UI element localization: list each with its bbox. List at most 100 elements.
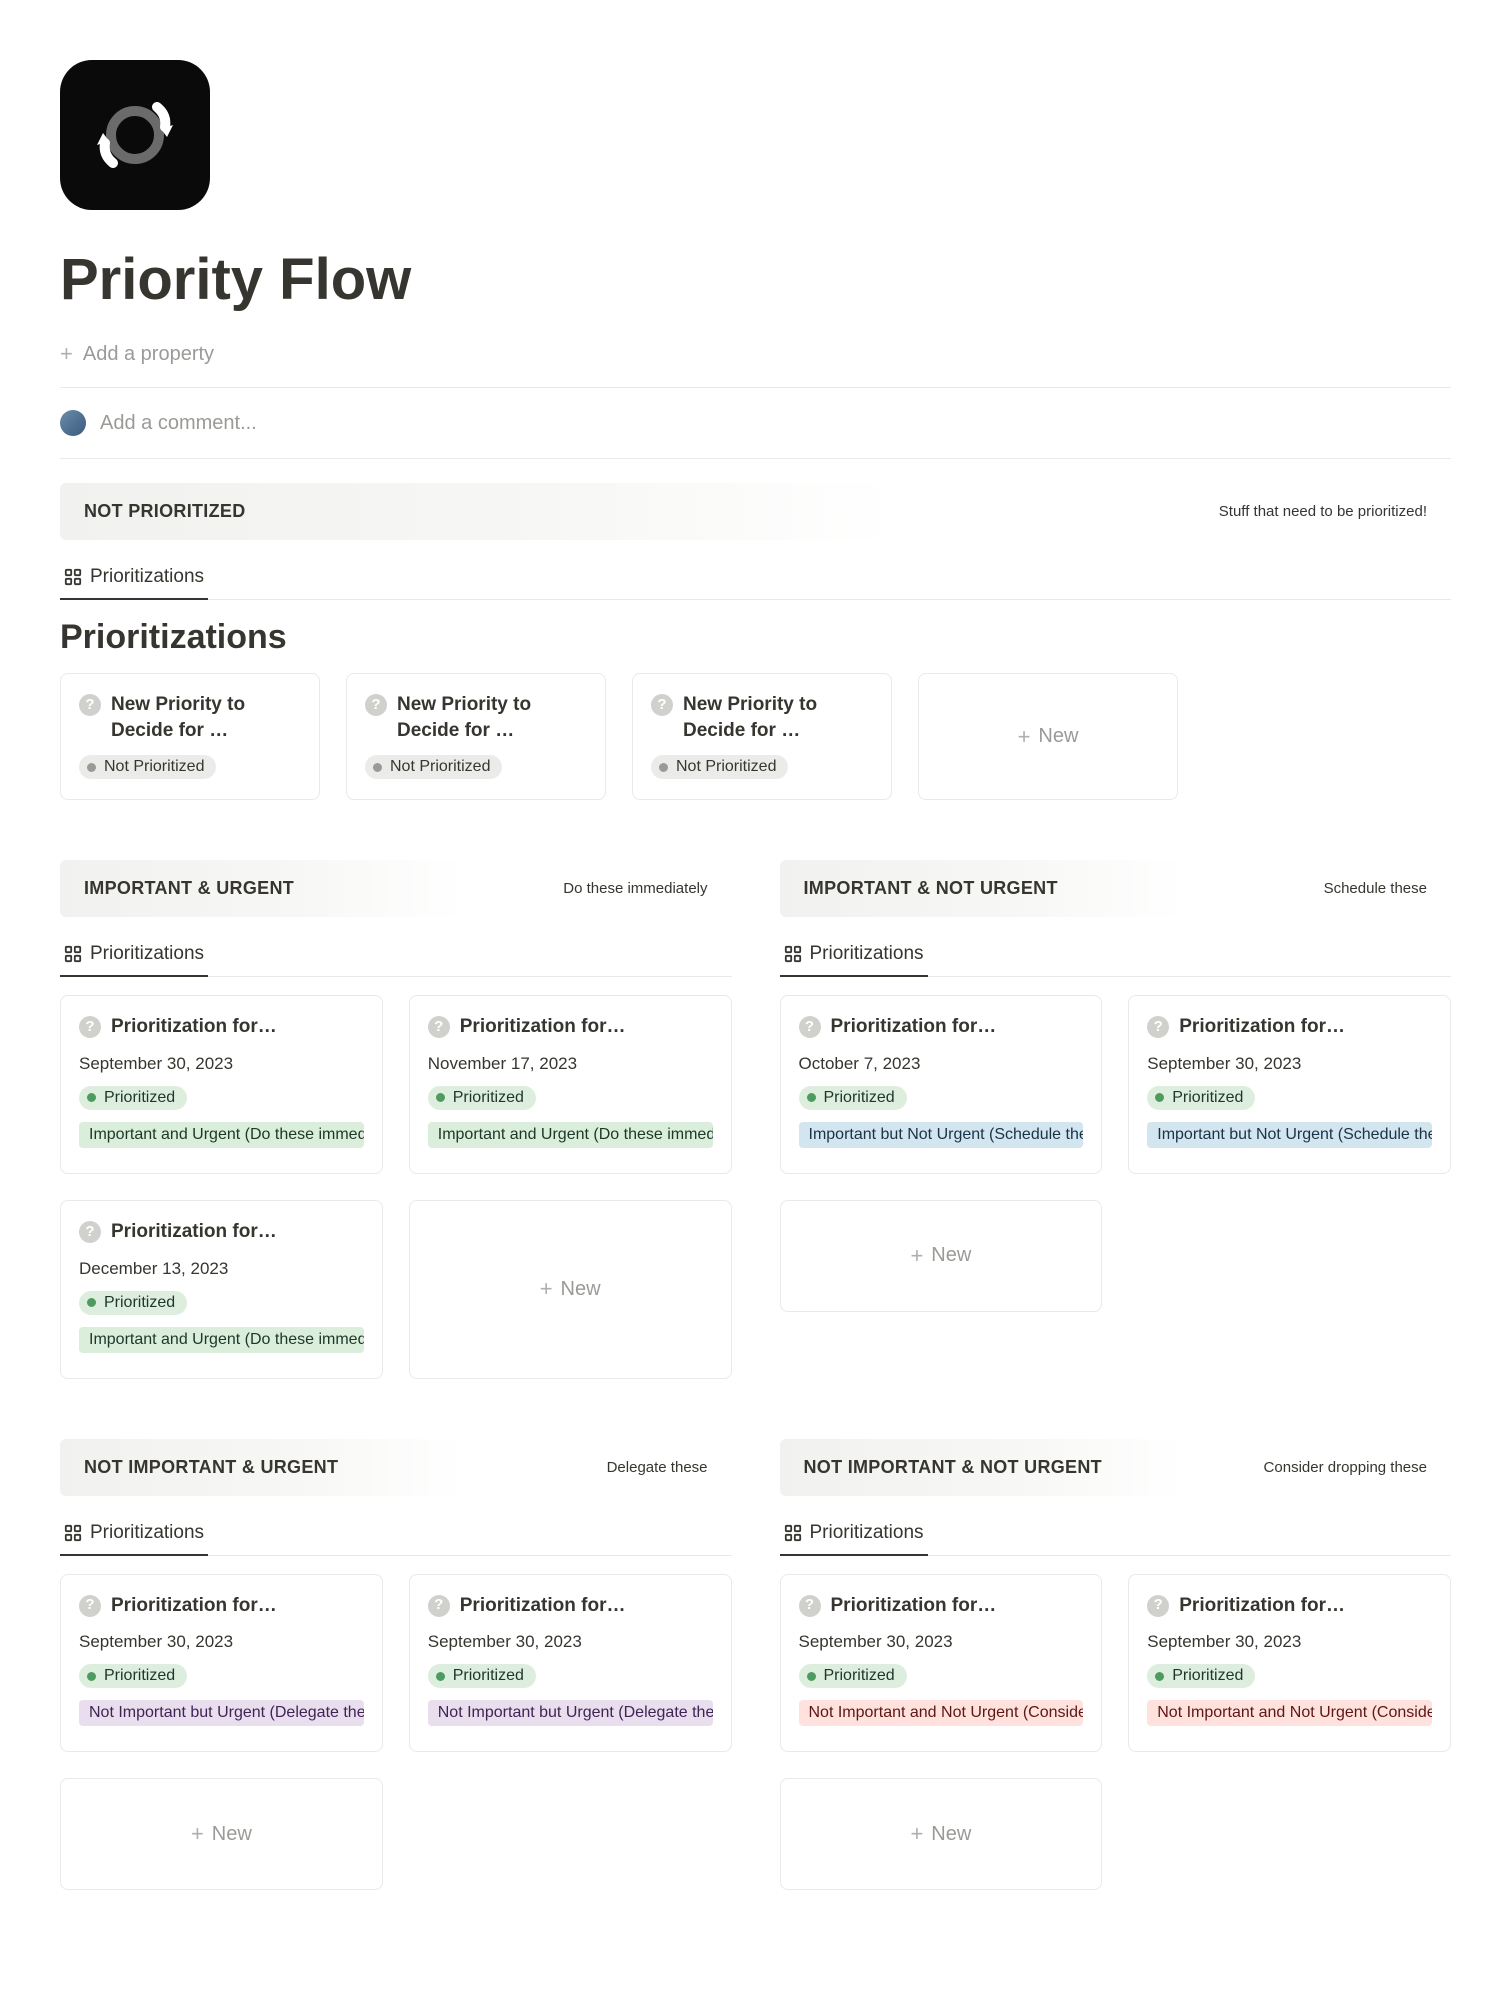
grid-icon: [784, 1524, 802, 1542]
priority-tag: Important but Not Urgent (Schedule these…: [1147, 1122, 1432, 1148]
card-title: ?Prioritization for…: [799, 1014, 1084, 1040]
card[interactable]: ?Prioritization for…December 13, 2023Pri…: [60, 1200, 383, 1379]
status-pill: Prioritized: [1147, 1086, 1255, 1110]
card[interactable]: ?Prioritization for…September 30, 2023Pr…: [1128, 1574, 1451, 1753]
status-pill: Prioritized: [799, 1086, 907, 1110]
card-title: ?Prioritization for…: [428, 1014, 713, 1040]
new-card-button[interactable]: +New: [60, 1778, 383, 1890]
tab-prioritizations[interactable]: Prioritizations: [60, 1514, 208, 1556]
col-important-not-urgent: IMPORTANT & NOT URGENTSchedule these Prio…: [780, 860, 1452, 1378]
question-icon: ?: [799, 1016, 821, 1038]
plus-icon: +: [910, 1821, 923, 1847]
page-title[interactable]: Priority Flow: [60, 246, 1451, 313]
card-date: September 30, 2023: [79, 1054, 364, 1074]
question-icon: ?: [1147, 1595, 1169, 1617]
card-title: ?Prioritization for…: [428, 1593, 713, 1619]
card-date: September 30, 2023: [1147, 1054, 1432, 1074]
tab-row: Prioritizations: [780, 1514, 1452, 1556]
card[interactable]: ?New Priority to Decide for … Not Priorit…: [60, 673, 320, 800]
plus-icon: +: [1018, 724, 1031, 750]
status-pill: Not Prioritized: [365, 755, 502, 779]
comment-row[interactable]: Add a comment...: [60, 388, 1451, 458]
priority-tag: Important and Urgent (Do these immediate…: [428, 1122, 713, 1148]
add-property-label: Add a property: [83, 343, 214, 366]
tab-row: Prioritizations: [60, 935, 732, 977]
section-hint: Do these immediately: [563, 880, 707, 897]
question-icon: ?: [79, 694, 101, 716]
question-icon: ?: [79, 1595, 101, 1617]
col-important-urgent: IMPORTANT & URGENT Do these immediately Pr…: [60, 860, 732, 1378]
card-row: ?Prioritization for…September 30, 2023Pr…: [780, 1574, 1452, 1891]
avatar: [60, 410, 86, 436]
plus-icon: +: [540, 1276, 553, 1302]
card[interactable]: ?Prioritization for…September 30, 2023Pr…: [1128, 995, 1451, 1174]
add-property-button[interactable]: + Add a property: [60, 333, 1451, 387]
question-icon: ?: [1147, 1016, 1169, 1038]
plus-icon: +: [910, 1243, 923, 1269]
card-date: October 7, 2023: [799, 1054, 1084, 1074]
card[interactable]: ?Prioritization for… September 30, 2023 Pr…: [60, 1574, 383, 1753]
priority-tag: Important but Not Urgent (Schedule these…: [799, 1122, 1084, 1148]
tab-prioritizations[interactable]: Prioritizations: [60, 935, 208, 977]
section-header: NOT PRIORITIZED Stuff that need to be pr…: [60, 483, 1451, 540]
grid-icon: [64, 945, 82, 963]
card[interactable]: ?New Priority to Decide for …Not Priorit…: [346, 673, 606, 800]
card-date: December 13, 2023: [79, 1259, 364, 1279]
tab-row: Prioritizations: [780, 935, 1452, 977]
section-title: IMPORTANT & NOT URGENT: [804, 878, 1058, 899]
tab-prioritizations[interactable]: Prioritizations: [60, 558, 208, 600]
section-hint: Delegate these: [607, 1459, 708, 1476]
section-title: IMPORTANT & URGENT: [84, 878, 294, 899]
question-icon: ?: [79, 1016, 101, 1038]
card-title: ?New Priority to Decide for …: [651, 692, 873, 743]
priority-tag: Important and Urgent (Do these immediate…: [79, 1122, 364, 1148]
card[interactable]: ?Prioritization for…September 30, 2023Pr…: [780, 1574, 1103, 1753]
tab-label: Prioritizations: [810, 1522, 924, 1544]
status-pill: Prioritized: [799, 1664, 907, 1688]
col-not-important-urgent: NOT IMPORTANT & URGENT Delegate these Prio…: [60, 1439, 732, 1891]
section-header: NOT IMPORTANT & URGENT Delegate these: [60, 1439, 732, 1496]
priority-tag: Not Important but Urgent (Delegate these…: [79, 1700, 364, 1726]
new-card-button[interactable]: +New: [409, 1200, 732, 1379]
card[interactable]: ?Prioritization for…November 17, 2023Pri…: [409, 995, 732, 1174]
tab-prioritizations[interactable]: Prioritizations: [780, 1514, 928, 1556]
new-card-button[interactable]: +New: [780, 1778, 1103, 1890]
gallery-heading: Prioritizations: [60, 618, 1451, 657]
card-row: ?Prioritization for… September 30, 2023 Pr…: [60, 995, 732, 1378]
section-not-prioritized: NOT PRIORITIZED Stuff that need to be pr…: [60, 483, 1451, 800]
status-pill: Prioritized: [79, 1664, 187, 1688]
status-pill: Not Prioritized: [79, 755, 216, 779]
card-row: ?Prioritization for… September 30, 2023 Pr…: [60, 1574, 732, 1891]
card[interactable]: ?Prioritization for… September 30, 2023 Pr…: [409, 1574, 732, 1753]
section-header: NOT IMPORTANT & NOT URGENTConsider dropp…: [780, 1439, 1452, 1496]
status-pill: Prioritized: [428, 1664, 536, 1688]
section-header: IMPORTANT & URGENT Do these immediately: [60, 860, 732, 917]
card-date: September 30, 2023: [799, 1632, 1084, 1652]
card-date: September 30, 2023: [79, 1632, 364, 1652]
card-date: September 30, 2023: [1147, 1632, 1432, 1652]
card-date: November 17, 2023: [428, 1054, 713, 1074]
section-header: IMPORTANT & NOT URGENTSchedule these: [780, 860, 1452, 917]
card[interactable]: ?Prioritization for…September 30, 2023Pr…: [60, 995, 383, 1174]
card-title: ?Prioritization for…: [79, 1593, 364, 1619]
tab-prioritizations[interactable]: Prioritizations: [780, 935, 928, 977]
card-date: September 30, 2023: [428, 1632, 713, 1652]
card-title: ?New Priority to Decide for …: [79, 692, 301, 743]
col-not-important-not-urgent: NOT IMPORTANT & NOT URGENTConsider dropp…: [780, 1439, 1452, 1891]
tab-row: Prioritizations: [60, 1514, 732, 1556]
section-title: NOT IMPORTANT & NOT URGENT: [804, 1457, 1102, 1478]
tab-row: Prioritizations: [60, 558, 1451, 600]
section-title: NOT IMPORTANT & URGENT: [84, 1457, 338, 1478]
page-icon[interactable]: [60, 60, 210, 210]
status-pill: Prioritized: [79, 1291, 187, 1315]
card[interactable]: ?Prioritization for… October 7, 2023 Prior…: [780, 995, 1103, 1174]
new-card-button[interactable]: +New: [918, 673, 1178, 800]
card[interactable]: ?New Priority to Decide for … Not Priorit…: [632, 673, 892, 800]
question-icon: ?: [79, 1221, 101, 1243]
new-card-button[interactable]: +New: [780, 1200, 1103, 1312]
tab-label: Prioritizations: [90, 566, 204, 588]
question-icon: ?: [799, 1595, 821, 1617]
status-pill: Not Prioritized: [651, 755, 788, 779]
grid-icon: [64, 568, 82, 586]
tab-label: Prioritizations: [90, 943, 204, 965]
